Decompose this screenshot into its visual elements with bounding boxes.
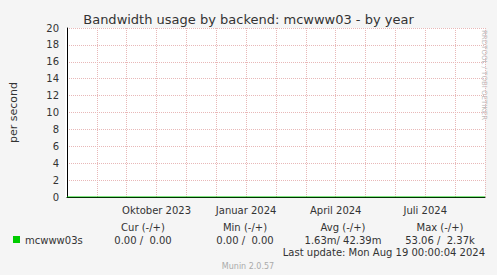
svg-text:Max (-/+): Max (-/+) <box>416 222 463 233</box>
svg-text:Januar 2024: Januar 2024 <box>215 205 277 216</box>
svg-text:Cur (-/+): Cur (-/+) <box>121 222 165 233</box>
svg-text:12: 12 <box>46 90 59 101</box>
svg-text:4: 4 <box>53 158 59 169</box>
svg-text:1.63m/ 42.39m: 1.63m/ 42.39m <box>305 235 382 246</box>
svg-text:8: 8 <box>53 124 59 135</box>
svg-text:18: 18 <box>46 39 59 50</box>
svg-text:14: 14 <box>46 73 59 84</box>
svg-text:mcwww03s: mcwww03s <box>25 235 83 246</box>
svg-text:20: 20 <box>46 23 59 34</box>
svg-text:Last update: Mon Aug 19 00:00:: Last update: Mon Aug 19 00:00:04 2024 <box>283 247 485 258</box>
svg-text:0.00 / 0.00: 0.00 / 0.00 <box>216 235 273 246</box>
svg-text:2: 2 <box>53 175 59 186</box>
svg-text:per second: per second <box>7 82 20 143</box>
svg-text:Min (-/+): Min (-/+) <box>223 222 267 233</box>
svg-text:0.00 / 0.00: 0.00 / 0.00 <box>114 235 171 246</box>
svg-text:Oktober 2023: Oktober 2023 <box>122 205 191 216</box>
svg-text:6: 6 <box>53 141 59 152</box>
svg-text:Avg (-/+): Avg (-/+) <box>321 222 366 233</box>
svg-text:16: 16 <box>46 56 59 67</box>
svg-text:RRDTOOL / TOBI OETIKER: RRDTOOL / TOBI OETIKER <box>480 30 488 120</box>
svg-text:Bandwidth usage by backend: mc: Bandwidth usage by backend: mcwww03 - by… <box>83 12 414 27</box>
svg-text:Juli 2024: Juli 2024 <box>403 205 447 216</box>
svg-text:53.06 / 2.37k: 53.06 / 2.37k <box>405 235 475 246</box>
svg-text:0: 0 <box>53 192 59 203</box>
svg-text:10: 10 <box>46 107 59 118</box>
svg-text:Munin 2.0.57: Munin 2.0.57 <box>222 262 274 271</box>
svg-text:April 2024: April 2024 <box>310 205 361 216</box>
